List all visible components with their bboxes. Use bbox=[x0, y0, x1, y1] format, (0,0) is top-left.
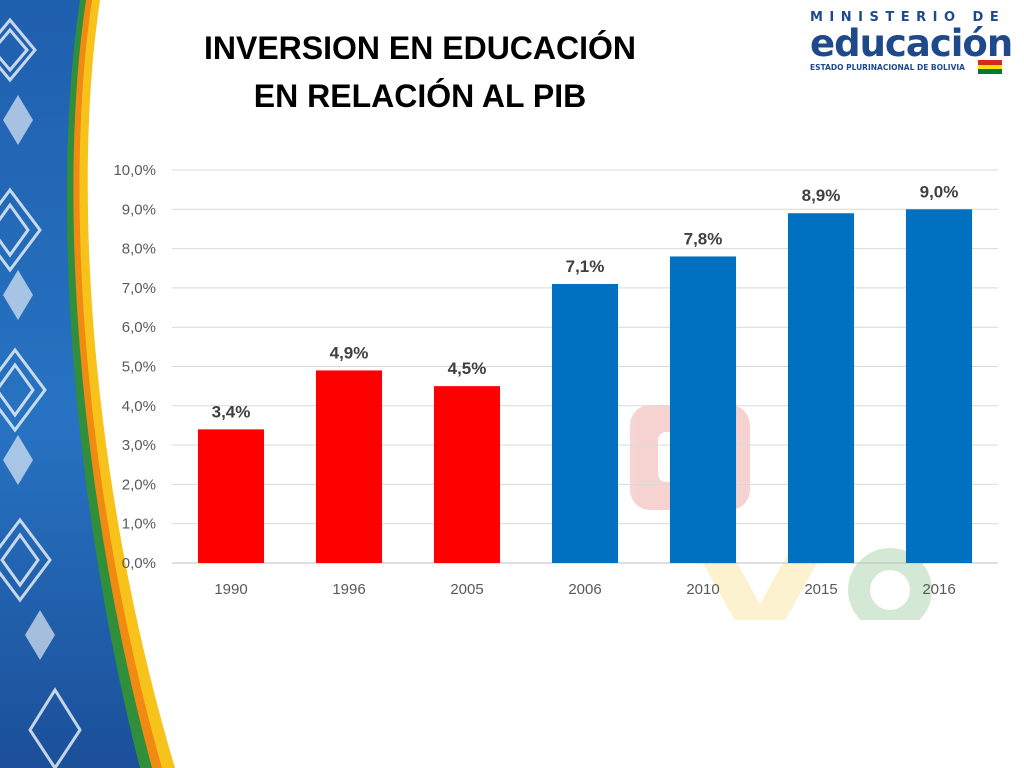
logo-main-text: educación bbox=[810, 22, 1013, 65]
bar-chart: 0,0% 1,0% 2,0% 3,0% 4,0% 5,0% 6,0% 7,0% 8,0% 9,0%… bbox=[113, 162, 998, 620]
data-label-1996: 4,9% bbox=[330, 343, 369, 362]
data-labels: 3,4% 4,9% 4,5% 7,1% 7,8% 8,9% 9,0% bbox=[212, 182, 959, 421]
data-label-2005: 4,5% bbox=[448, 359, 487, 378]
decorative-side-band bbox=[0, 0, 175, 768]
bar-2015 bbox=[787, 213, 855, 564]
x-tick-label: 1996 bbox=[332, 581, 365, 598]
logo-bottom-text: ESTADO PLURINACIONAL DE BOLIVIA bbox=[810, 63, 965, 72]
data-label-2006: 7,1% bbox=[566, 257, 605, 276]
x-tick-label: 1990 bbox=[214, 581, 247, 598]
x-tick-label: 2016 bbox=[922, 581, 955, 598]
bar-2005 bbox=[433, 386, 501, 563]
y-tick-label: 10,0% bbox=[113, 162, 156, 179]
data-label-2010: 7,8% bbox=[684, 229, 723, 248]
y-tick-label: 5,0% bbox=[122, 359, 156, 376]
bars bbox=[197, 209, 973, 564]
x-tick-label: 2005 bbox=[450, 581, 483, 598]
logo-top-text: MINISTERIO DE bbox=[810, 10, 1006, 25]
bar-2010 bbox=[669, 256, 737, 563]
x-axis-ticks: 1990 1996 2005 2006 2010 2015 2016 bbox=[214, 581, 955, 598]
y-tick-label: 9,0% bbox=[122, 201, 156, 218]
title-line-1: INVERSION EN EDUCACIÓN bbox=[203, 30, 637, 66]
y-tick-label: 6,0% bbox=[122, 319, 156, 336]
x-tick-label: 2015 bbox=[804, 581, 837, 598]
title-line-2: EN RELACIÓN AL PIB bbox=[253, 78, 587, 114]
bar-2016 bbox=[905, 209, 973, 564]
data-label-1990: 3,4% bbox=[212, 402, 251, 421]
bolivia-flag-icon bbox=[978, 60, 1002, 75]
y-axis-ticks: 0,0% 1,0% 2,0% 3,0% 4,0% 5,0% 6,0% 7,0% 8,0% 9,0%… bbox=[113, 162, 156, 572]
x-tick-label: 2006 bbox=[568, 581, 601, 598]
y-tick-label: 2,0% bbox=[122, 476, 156, 493]
x-tick-label: 2010 bbox=[686, 581, 719, 598]
bar-2006 bbox=[551, 283, 619, 563]
y-tick-label: 4,0% bbox=[122, 398, 156, 415]
data-label-2016: 9,0% bbox=[920, 182, 959, 201]
y-tick-label: 8,0% bbox=[122, 241, 156, 258]
bar-1996 bbox=[315, 370, 383, 563]
ministry-logo: MINISTERIO DE educación ESTADO PLURINACI… bbox=[806, 10, 1013, 80]
y-tick-label: 0,0% bbox=[122, 555, 156, 572]
slide-title: INVERSION EN EDUCACIÓN EN RELACIÓN AL PI… bbox=[170, 24, 670, 120]
y-tick-label: 3,0% bbox=[122, 437, 156, 454]
y-tick-label: 7,0% bbox=[122, 280, 156, 297]
data-label-2015: 8,9% bbox=[802, 186, 841, 205]
bar-1990 bbox=[197, 429, 265, 563]
y-tick-label: 1,0% bbox=[122, 516, 156, 533]
